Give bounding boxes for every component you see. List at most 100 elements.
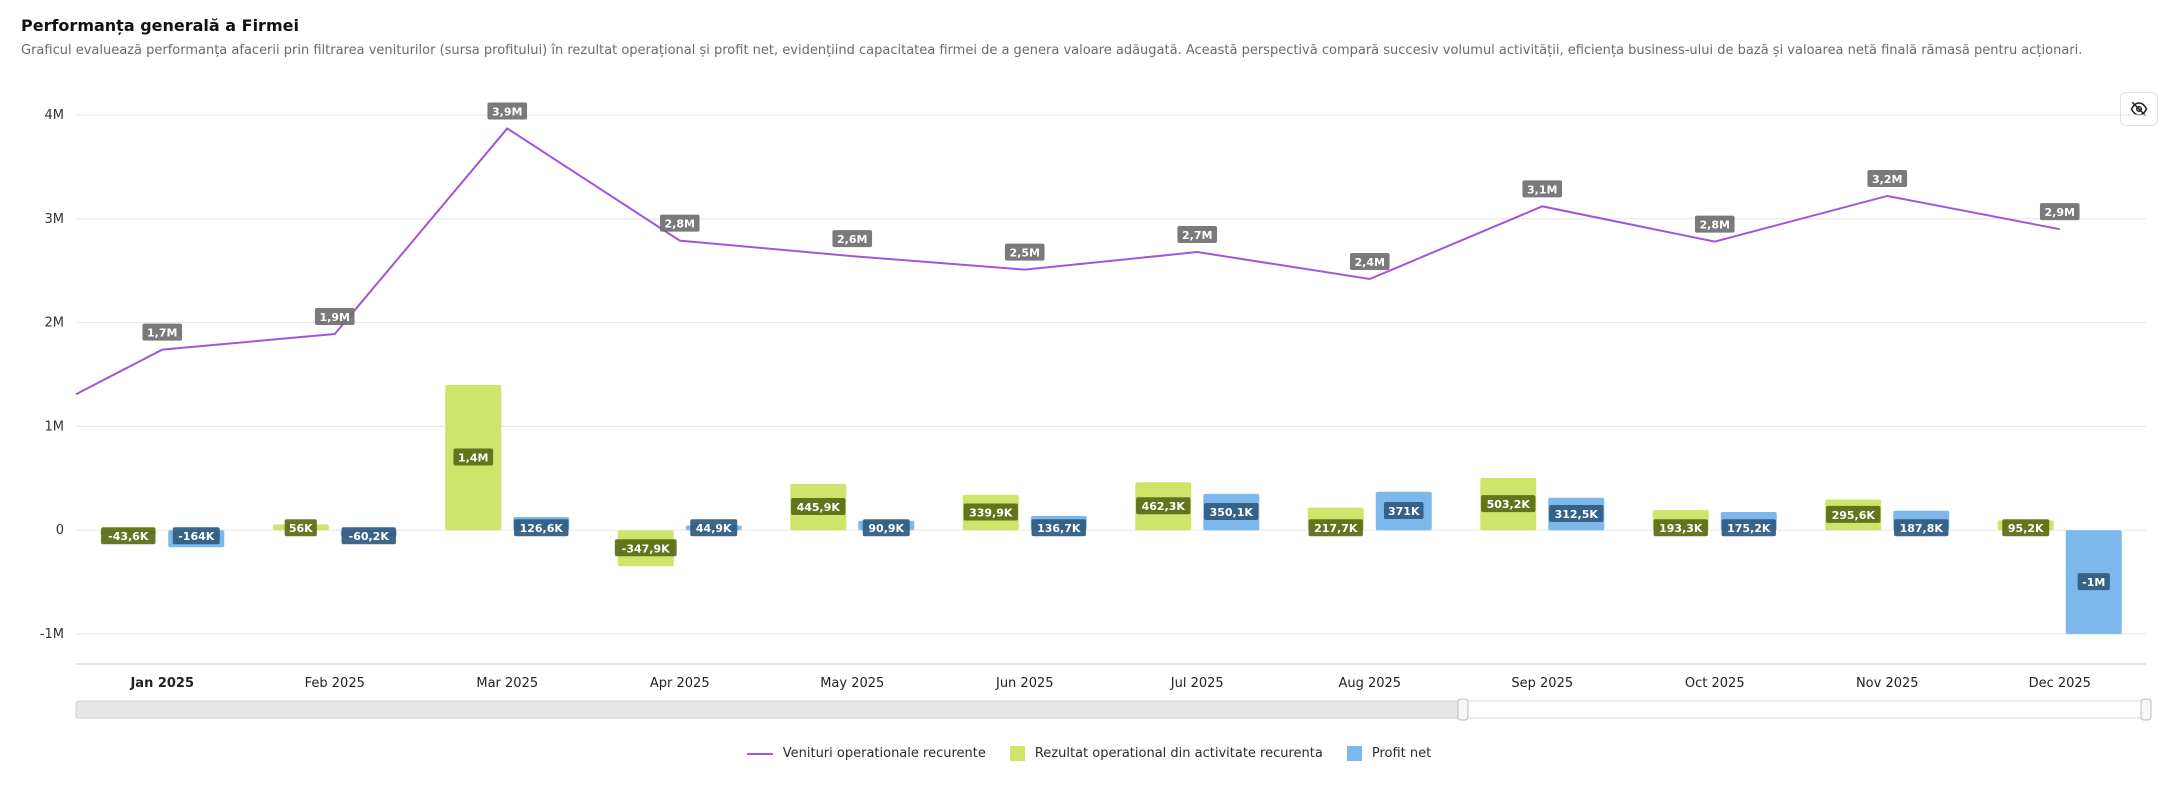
line-data-label-bg (487, 102, 528, 120)
bar-data-label: 95,2K (2008, 522, 2044, 535)
chart-subtitle: Graficul evaluează performanța afacerii … (21, 43, 2083, 58)
y-tick-label: 3M (45, 212, 65, 227)
x-tick-label: Mar 2025 (476, 676, 538, 691)
bar-data-label: -1M (2082, 576, 2105, 589)
x-tick-label: Nov 2025 (1856, 676, 1919, 691)
y-tick-label: -1M (40, 627, 64, 642)
navigator-handle[interactable] (2140, 698, 2152, 721)
line-data-label: 2,7M (1182, 229, 1212, 242)
bar-data-label: 44,9K (696, 522, 732, 535)
x-tick-label: Dec 2025 (2029, 676, 2091, 691)
bar-data-label: -43,6K (108, 530, 149, 543)
line-data-label: 1,7M (147, 327, 177, 340)
bar-data-label-bg (614, 539, 677, 557)
bar-data-label: 187,8K (1900, 522, 1944, 535)
line-data-label: 2,5M (1010, 247, 1040, 260)
bar-data-label: 462,3K (1142, 500, 1186, 513)
line-data-label: 2,6M (837, 233, 867, 246)
bar-data-label-bg (172, 527, 220, 545)
line-data-label: 2,9M (2045, 206, 2075, 219)
chart-title: Performanța generală a Firmei (21, 16, 299, 35)
bar-data-label-bg (1653, 519, 1708, 537)
line-data-label-bg (1349, 253, 1390, 271)
bar-data-label: 56K (289, 522, 313, 535)
bar-data-label-bg (514, 519, 569, 537)
bar-data-label: -60,2K (349, 530, 390, 543)
line-data-label-bg (314, 308, 355, 326)
toggle-visibility-button[interactable] (2120, 92, 2158, 126)
bar-data-label: 90,9K (868, 522, 904, 535)
x-tick-label: Apr 2025 (650, 676, 710, 691)
x-tick-label: Oct 2025 (1685, 676, 1745, 691)
bar-data-label-bg (791, 498, 846, 516)
bar-data-label: 371K (1388, 505, 1420, 518)
line-data-label-bg (1177, 226, 1218, 244)
bar-data-label-bg (2002, 519, 2050, 537)
bar-data-label-bg (1204, 503, 1259, 521)
y-tick-label: 4M (45, 108, 65, 123)
y-tick-label: 2M (45, 316, 65, 331)
bar-data-label: -347,9K (622, 542, 670, 555)
x-tick-label: May 2025 (820, 676, 884, 691)
legend-item-operating-result[interactable]: Rezultat operational din activitate recu… (1009, 746, 1323, 761)
bar-data-label-bg (1031, 519, 1086, 537)
bar-data-label-bg (1481, 495, 1536, 513)
line-data-label: 2,4M (1355, 256, 1385, 269)
line-data-label-bg (832, 230, 873, 248)
bar-data-label-bg (453, 448, 494, 466)
line-data-label: 3,9M (492, 105, 522, 118)
bar-data-label: 503,2K (1487, 498, 1531, 511)
bar-data-label-bg (284, 519, 317, 537)
x-tick-label: Jan 2025 (129, 676, 194, 691)
bar-data-label-bg (2077, 573, 2110, 591)
line-data-label-bg (659, 214, 700, 232)
line-data-label-bg (1867, 169, 1908, 187)
y-tick-label: 0 (56, 523, 64, 538)
x-tick-label: Sep 2025 (1511, 676, 1573, 691)
bar-data-label: 193,3K (1659, 522, 1703, 535)
bar-data-label-bg (1383, 501, 1424, 519)
bar-data-label-bg (690, 519, 738, 537)
bar-data-label: 136,7K (1037, 522, 1081, 535)
bar-data-label: 126,6K (520, 522, 564, 535)
legend-swatch-revenue (746, 752, 773, 755)
legend-item-revenue[interactable]: Venituri operationale recurente (746, 746, 986, 761)
bar-data-label-bg (1308, 519, 1363, 537)
y-tick-label: 1M (45, 419, 65, 434)
line-data-label: 2,8M (1700, 219, 1730, 232)
legend-label-net-profit: Profit net (1371, 746, 1432, 761)
bar-data-label-bg (1826, 505, 1881, 523)
line-data-label: 3,1M (1527, 183, 1557, 196)
bar-data-label: 350,1K (1210, 506, 1254, 519)
chart-legend: Venituri operationale recurente Rezultat… (0, 746, 2178, 761)
bar-data-label: 312,5K (1555, 508, 1599, 521)
bar-data-label: -164K (178, 530, 215, 543)
x-tick-label: Jun 2025 (995, 676, 1054, 691)
line-data-label-bg (2039, 203, 2080, 221)
x-tick-label: Jul 2025 (1170, 676, 1224, 691)
navigator-selection[interactable] (75, 700, 1464, 719)
navigator-handle[interactable] (1457, 698, 1469, 721)
line-data-label-bg (142, 323, 183, 341)
bar-data-label: 217,7K (1314, 522, 1358, 535)
legend-swatch-net-profit (1346, 746, 1362, 761)
line-data-label: 3,2M (1872, 173, 1902, 186)
bar-data-label-bg (1894, 519, 1949, 537)
legend-label-revenue: Venituri operationale recurente (782, 746, 986, 761)
bar-data-label-bg (1549, 504, 1604, 522)
line-data-label-bg (1004, 243, 1045, 261)
chart-canvas: -1M 0 1M 2M 3M 4M Jan 2025 Feb 2025 Mar 2025 Apr … (40, 102, 2152, 721)
line-data-label-bg (1694, 215, 1735, 233)
x-tick-label: Feb 2025 (305, 676, 365, 691)
revenue-line (75, 127, 2060, 396)
bar-data-label-bg (862, 519, 910, 537)
bar-data-label-bg (1721, 519, 1776, 537)
legend-swatch-operating-result (1009, 746, 1025, 761)
legend-item-net-profit[interactable]: Profit net (1346, 746, 1432, 761)
line-data-label: 2,8M (665, 218, 695, 231)
bar-data-label: 175,2K (1727, 522, 1771, 535)
bar-data-label-bg (101, 527, 156, 545)
line-data-label-bg (1522, 180, 1563, 198)
bar-data-label-bg (341, 527, 396, 545)
bar-data-label-bg (963, 503, 1018, 521)
